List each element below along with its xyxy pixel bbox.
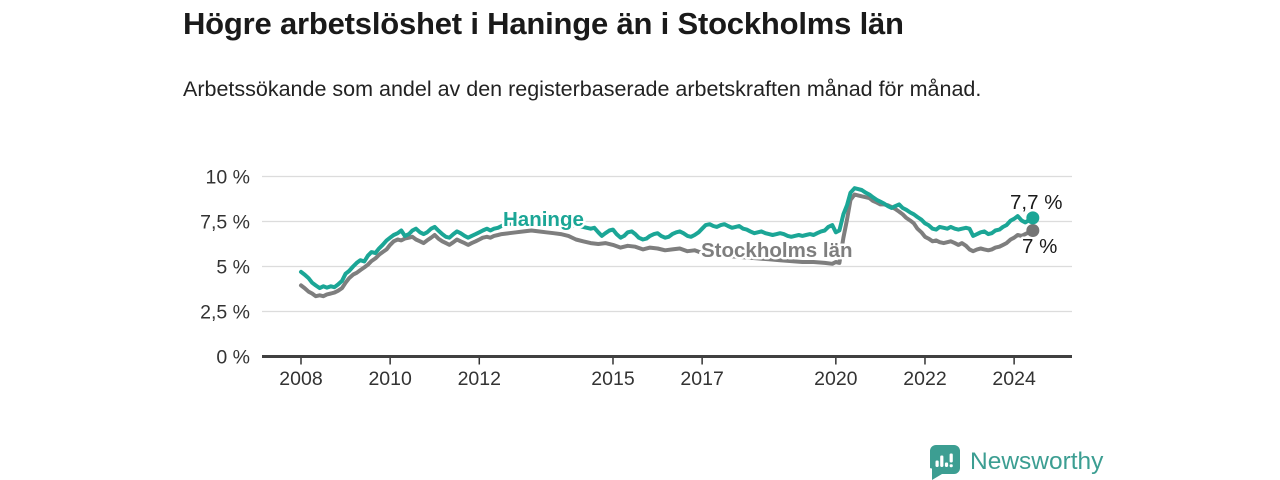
series-lines-layer bbox=[299, 186, 1035, 299]
end-value-label-stockholm: 7 % bbox=[1022, 235, 1057, 258]
grid-layer: 0 % 2,5 % 5 % 7,5 % 10 % 2008 2010 2012 2015 2017… bbox=[200, 167, 1072, 390]
newsworthy-logo: Newsworthy bbox=[928, 444, 1103, 480]
badge-pin-shape bbox=[930, 445, 960, 480]
y-tick-label: 2,5 % bbox=[200, 302, 250, 324]
y-tick-label: 5 % bbox=[216, 257, 250, 279]
series-label-stockholm: Stockholms län bbox=[701, 239, 853, 262]
x-tick-label: 2012 bbox=[458, 368, 501, 390]
y-tick-label: 10 % bbox=[206, 167, 250, 189]
x-tick-label: 2024 bbox=[992, 368, 1036, 390]
newsworthy-brand-text: Newsworthy bbox=[970, 448, 1104, 475]
x-tick-label: 2008 bbox=[279, 368, 322, 390]
end-value-label-haninge: 7,7 % bbox=[1010, 191, 1062, 214]
x-tick-label: 2020 bbox=[814, 368, 858, 390]
chart-subtitle: Arbetssökande som andel av den registerb… bbox=[183, 77, 982, 101]
series-label-haninge: Haninge bbox=[503, 208, 584, 231]
x-tick-label: 2017 bbox=[680, 368, 723, 390]
series-line-stockholm bbox=[299, 192, 1035, 299]
y-tick-label: 7,5 % bbox=[200, 212, 250, 234]
end-dot-stockholm bbox=[1026, 224, 1040, 237]
page-title: Högre arbetslöshet i Haninge än i Stockh… bbox=[183, 6, 904, 41]
x-tick-label: 2010 bbox=[368, 368, 412, 390]
x-tick-label: 2015 bbox=[591, 368, 635, 390]
newsworthy-badge-icon bbox=[930, 445, 960, 480]
series-line-haninge bbox=[299, 186, 1035, 291]
y-tick-label: 0 % bbox=[216, 347, 250, 369]
end-dots-layer bbox=[1026, 211, 1040, 237]
end-dot-haninge bbox=[1026, 211, 1040, 225]
x-tick-label: 2022 bbox=[903, 368, 946, 390]
